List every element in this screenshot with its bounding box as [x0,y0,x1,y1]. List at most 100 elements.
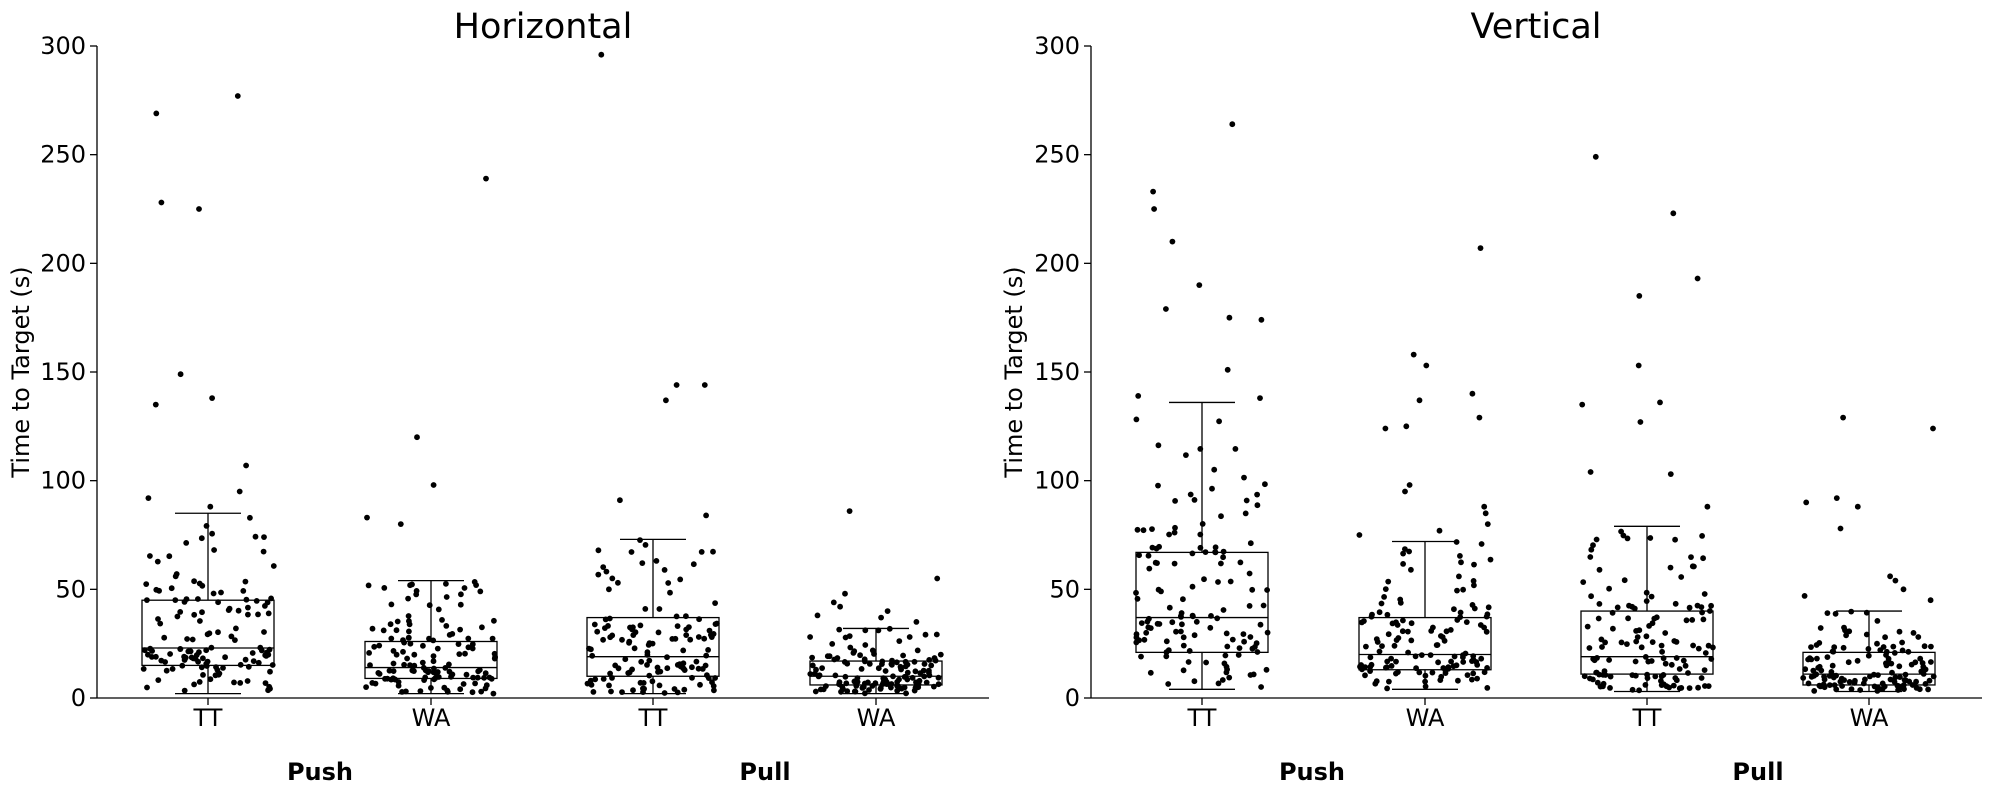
outlier-point [1258,316,1265,323]
outlier-point [1667,471,1674,477]
data-point [1851,679,1858,686]
data-point [386,667,393,674]
outlier-point [1382,425,1389,432]
data-point [1698,675,1705,681]
data-point [196,649,202,656]
data-point [1672,675,1679,681]
data-point [1633,638,1640,645]
data-point [693,658,700,665]
data-point [430,653,437,659]
data-point [446,668,453,675]
data-point [656,606,663,612]
data-point [917,670,924,676]
data-point [1180,634,1187,641]
data-point [1469,676,1475,683]
data-point [163,667,170,674]
data-point [880,678,887,685]
data-point [1887,676,1894,683]
data-point [225,607,232,613]
data-point [472,680,478,687]
data-point [264,599,271,606]
data-point [1460,659,1467,665]
data-point [857,652,863,659]
outlier-point [1587,469,1594,475]
data-point [1247,540,1254,547]
data-point [1839,683,1845,689]
data-point [1632,658,1639,665]
jitter-points [140,51,944,697]
group-label: Push [1279,758,1345,786]
data-point [1172,498,1178,504]
data-point [174,613,181,620]
data-point [1624,641,1630,647]
data-point [366,650,372,656]
data-point [1896,663,1903,670]
outlier-point [1423,362,1430,369]
data-point [1607,673,1614,680]
data-point [1438,673,1445,680]
data-point [637,622,644,629]
data-point [1391,642,1398,649]
data-point [1172,524,1178,531]
data-point [1240,631,1247,637]
data-point [250,658,257,664]
data-point [387,621,394,628]
data-point [191,578,198,585]
data-point [489,635,496,642]
data-point [161,634,168,641]
data-point [365,582,372,589]
data-point [836,679,843,686]
data-point [458,591,464,598]
data-point [1138,620,1145,626]
data-point [1221,660,1228,667]
data-point [638,658,645,665]
data-point [1662,660,1669,667]
data-point [407,662,413,669]
outlier-point [1694,275,1701,282]
data-point [191,681,198,688]
y-tick-label: 50 [55,575,86,603]
data-point [853,683,860,689]
data-point [1581,673,1588,680]
data-point [587,677,594,684]
data-point [680,665,687,672]
data-point [1882,634,1888,641]
data-point [1700,616,1707,623]
data-point [1865,652,1872,659]
data-point [1171,529,1178,536]
data-point [255,611,261,618]
data-point [612,662,619,669]
data-point [209,530,216,537]
data-point [433,670,440,677]
data-point [441,684,448,691]
data-point [1215,680,1222,687]
outlier-point [243,462,250,469]
outlier-point [483,175,489,182]
data-point [1602,639,1608,646]
y-tick-label: 50 [1049,575,1080,603]
data-point [1456,573,1462,580]
data-point [588,646,594,653]
data-point [673,613,680,620]
data-point [1149,526,1155,532]
data-point [1257,621,1264,628]
data-point [261,629,267,635]
data-point [1241,638,1247,645]
data-point [637,679,644,686]
data-point [1395,669,1401,675]
data-point [1811,688,1818,694]
data-point [1649,639,1656,645]
data-point [1209,485,1215,492]
data-point [144,684,150,691]
data-point [606,586,612,593]
data-point [376,642,383,649]
data-point [1376,609,1383,616]
outlier-point [1801,593,1808,599]
data-point [1484,611,1491,618]
outlier-point [1403,423,1410,430]
data-point [829,641,836,647]
outlier-point [673,382,680,388]
data-point [637,537,643,543]
data-point [1406,548,1412,555]
data-point [1155,482,1161,489]
